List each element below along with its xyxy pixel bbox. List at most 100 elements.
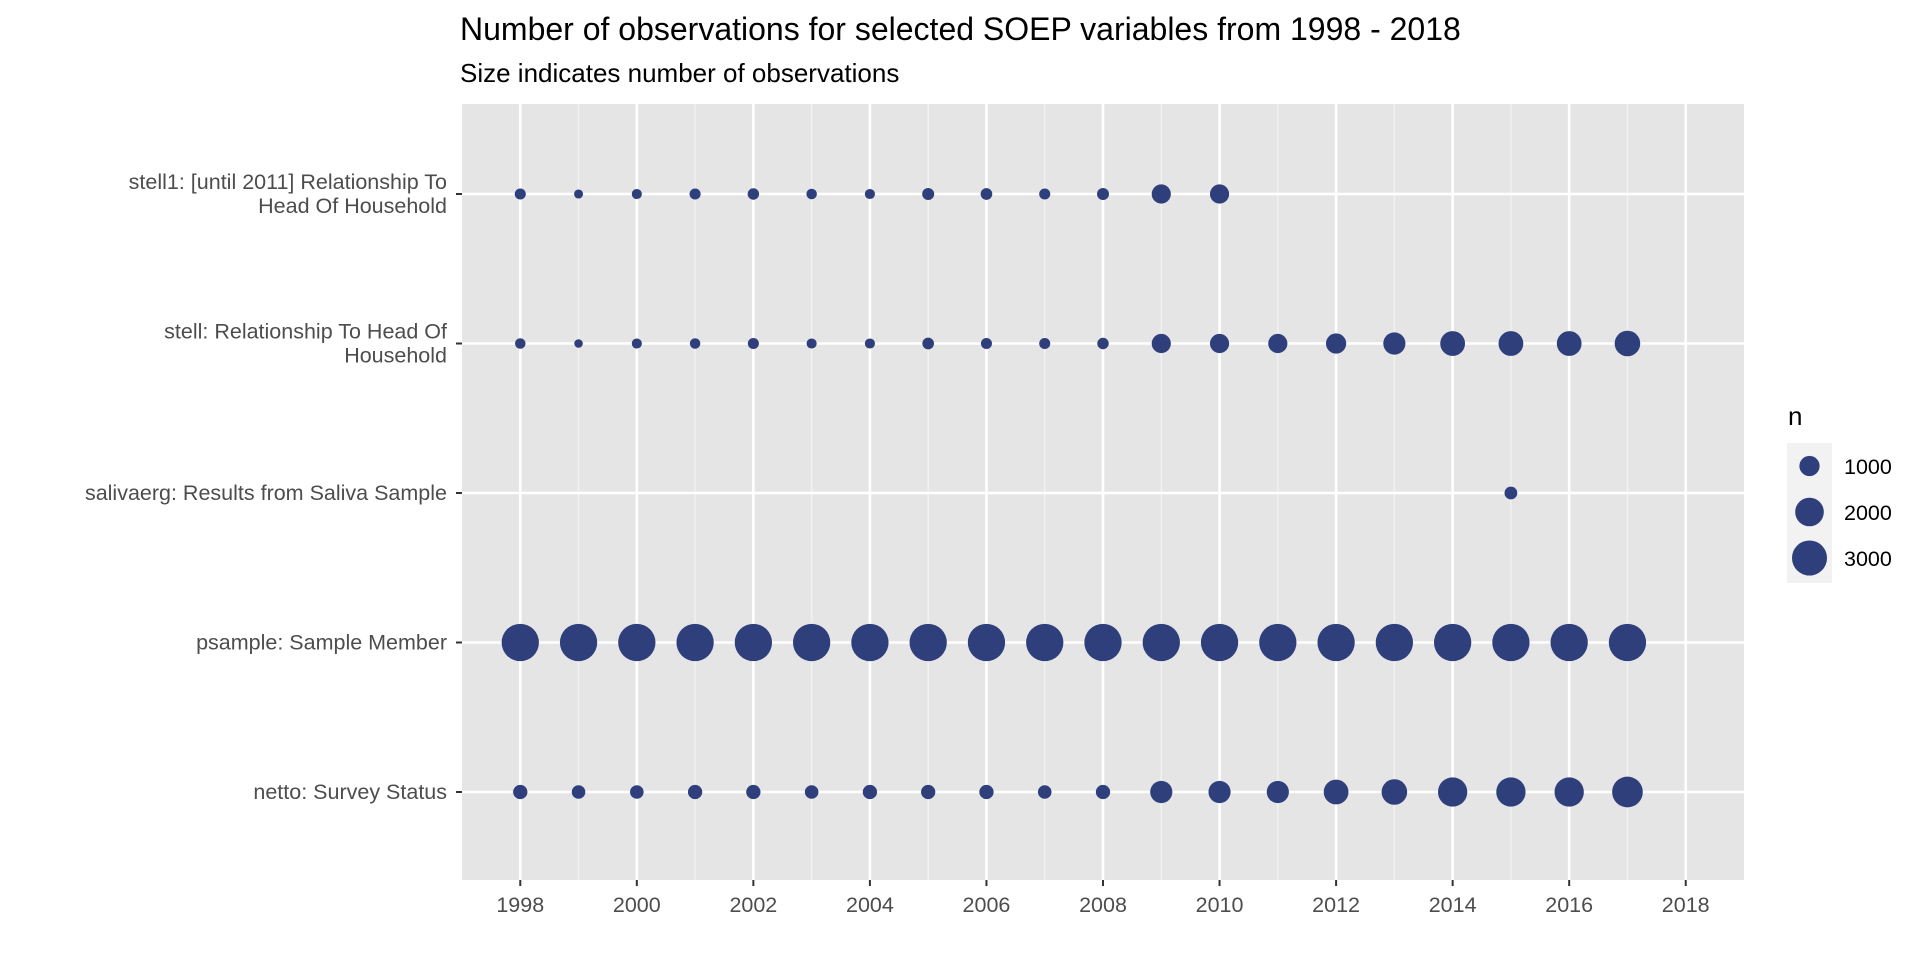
data-points [501, 184, 1647, 808]
data-point [1095, 784, 1111, 800]
data-point [1039, 188, 1051, 200]
legend-title: n [1788, 401, 1802, 431]
x-tick-label: 2006 [963, 893, 1011, 917]
data-point [1037, 785, 1052, 799]
x-tick-label: 1998 [496, 893, 544, 917]
x-tick-label: 2012 [1312, 893, 1360, 917]
data-point [1209, 184, 1230, 204]
data-point [862, 784, 878, 800]
data-point [1614, 330, 1641, 357]
data-point [1084, 623, 1122, 662]
data-point [851, 623, 889, 662]
data-point [980, 337, 992, 350]
data-point [1317, 623, 1355, 662]
data-point [967, 623, 1006, 662]
x-axis: 1998 2000 2002 2004 2006 2008 2010 2012 2014 2016… [496, 880, 1710, 917]
x-tick-label: 2002 [729, 893, 777, 917]
data-point [1496, 777, 1526, 807]
data-point [1039, 337, 1051, 350]
data-point [747, 337, 759, 350]
data-point [689, 188, 701, 200]
data-point [1383, 332, 1406, 355]
data-point [574, 189, 584, 199]
data-point [689, 338, 701, 349]
data-point [747, 188, 760, 200]
data-point [922, 188, 935, 200]
x-tick-label: 2018 [1662, 893, 1710, 917]
x-tick-label: 2014 [1429, 893, 1477, 917]
data-point [514, 188, 526, 200]
data-point [1325, 333, 1347, 354]
size-legend: n 1000 2000 3000 [1787, 401, 1892, 583]
data-point [631, 338, 642, 349]
x-tick-label: 2000 [613, 893, 661, 917]
data-point [1612, 776, 1643, 808]
data-point [792, 623, 831, 662]
y-tick-label: psample: Sample Member [196, 631, 447, 655]
data-point [909, 623, 947, 662]
data-point [1433, 623, 1472, 662]
legend-label: 3000 [1844, 547, 1892, 571]
data-point [1151, 333, 1171, 354]
data-point [630, 785, 644, 799]
legend-key [1795, 497, 1824, 527]
data-point [574, 339, 583, 348]
data-point [1266, 780, 1289, 804]
data-point [1026, 623, 1064, 662]
data-point [1200, 623, 1239, 662]
data-point [1608, 623, 1647, 662]
data-point [1381, 779, 1408, 805]
data-point [1208, 780, 1231, 804]
chart-subtitle: Size indicates number of observations [460, 58, 899, 88]
x-tick-label: 2016 [1545, 893, 1593, 917]
data-point [1097, 188, 1109, 200]
data-point [1268, 333, 1288, 354]
y-tick-label: salivaerg: Results from Saliva Sample [85, 481, 447, 505]
data-point [806, 188, 817, 200]
data-point [979, 784, 994, 800]
data-point [1209, 333, 1230, 354]
data-point [746, 784, 761, 800]
data-point [804, 785, 819, 799]
y-tick-label: netto: Survey Status [253, 780, 447, 804]
data-point [1492, 623, 1530, 662]
data-point [980, 188, 993, 200]
data-point [864, 188, 875, 200]
data-point [1440, 331, 1466, 356]
data-point [515, 338, 526, 349]
data-point [618, 623, 656, 662]
data-point [1151, 184, 1171, 204]
data-point [687, 784, 703, 800]
data-point [1323, 779, 1349, 805]
data-point [1150, 780, 1173, 804]
data-point [1504, 486, 1518, 500]
legend-label: 2000 [1844, 501, 1892, 525]
data-point [864, 338, 875, 349]
legend-label: 1000 [1844, 455, 1892, 479]
data-point [921, 784, 936, 800]
data-point [1142, 623, 1180, 662]
chart-title: Number of observations for selected SOEP… [460, 11, 1461, 47]
data-point [1550, 623, 1588, 662]
data-point [806, 338, 817, 349]
data-point [1097, 337, 1109, 350]
data-point [1375, 623, 1414, 662]
y-tick-label: stell: Relationship To Head Of Household [164, 320, 447, 368]
y-axis: stell1: [until 2011] Relationship To Head… [85, 170, 462, 804]
data-point [1498, 331, 1524, 356]
data-point [676, 623, 714, 662]
data-point [513, 784, 528, 800]
data-point [734, 623, 773, 662]
legend-key [1799, 455, 1820, 477]
y-tick-label: stell1: [until 2011] Relationship To Head… [129, 170, 447, 218]
data-point [1556, 331, 1582, 356]
data-point [1259, 623, 1297, 662]
data-point [501, 623, 539, 662]
x-tick-label: 2010 [1196, 893, 1244, 917]
legend-key [1791, 540, 1828, 576]
data-point [631, 188, 642, 200]
x-tick-label: 2004 [846, 893, 894, 917]
data-point [571, 785, 586, 799]
x-tick-label: 2008 [1079, 893, 1127, 917]
